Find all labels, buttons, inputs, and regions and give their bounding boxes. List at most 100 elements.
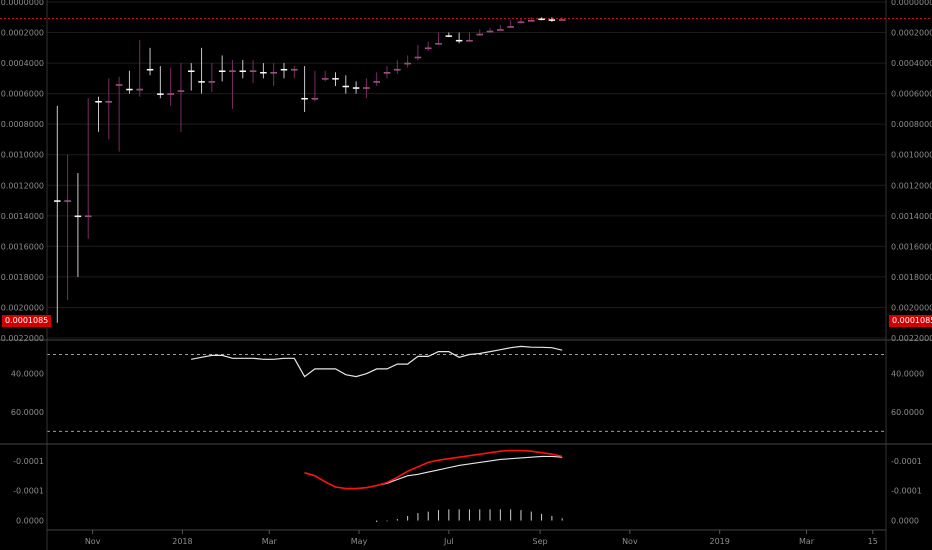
candle-body[interactable] xyxy=(363,87,370,89)
macd-pane[interactable] xyxy=(304,449,563,523)
candle-body[interactable] xyxy=(74,215,82,218)
grid-lines xyxy=(47,1,886,339)
price-tick-label: 0.0006000 xyxy=(1,90,44,99)
candle-body[interactable] xyxy=(167,93,174,95)
price-tick-label: 0.0002000 xyxy=(1,29,44,38)
candle-body[interactable] xyxy=(342,85,350,88)
candle-body[interactable] xyxy=(291,68,298,71)
candle-body[interactable] xyxy=(84,215,92,218)
price-tick-label: 0.0020000 xyxy=(891,303,932,312)
time-tick-label: Nov xyxy=(85,537,101,546)
rsi-tick-label: 40.0000 xyxy=(891,370,924,379)
time-tick-label: Mar xyxy=(799,537,815,546)
time-tick-label: May xyxy=(351,537,368,546)
candle-body[interactable] xyxy=(239,70,247,72)
candle-body[interactable] xyxy=(64,200,71,202)
candle-body[interactable] xyxy=(126,88,133,91)
candle-body[interactable] xyxy=(280,68,288,71)
candle-body[interactable] xyxy=(414,56,422,59)
price-tick-label: 0.0016000 xyxy=(1,242,44,251)
price-tick-label: 0.0010000 xyxy=(1,151,44,160)
price-tick-label: 0.0004000 xyxy=(891,59,932,68)
candle-body[interactable] xyxy=(517,21,525,24)
price-tick-label: 0.0014000 xyxy=(1,212,44,221)
candle-body[interactable] xyxy=(455,39,463,42)
price-tick-label: 0.0000000 xyxy=(891,0,932,7)
candle-body[interactable] xyxy=(466,39,473,42)
candle-body[interactable] xyxy=(435,42,442,45)
time-tick-label: Sep xyxy=(533,537,548,546)
price-tick-label: 0.0012000 xyxy=(1,181,44,190)
candle-body[interactable] xyxy=(548,19,556,21)
price-tick-label: 0.0018000 xyxy=(1,273,44,282)
candle-body[interactable] xyxy=(332,78,339,80)
rsi-tick-label: 40.0000 xyxy=(11,370,44,379)
signal-line[interactable] xyxy=(304,449,563,490)
time-tick-label: Jul xyxy=(443,537,454,546)
price-tick-label: 0.0002000 xyxy=(891,29,932,38)
candle-body[interactable] xyxy=(198,81,205,83)
macd-tick-label: -0.0001 xyxy=(891,457,922,466)
candle-body[interactable] xyxy=(157,93,164,95)
price-tick-label: 0.0016000 xyxy=(891,242,932,251)
candle-body[interactable] xyxy=(54,200,61,202)
candle-body[interactable] xyxy=(218,70,226,72)
price-tick-label: 0.0012000 xyxy=(891,181,932,190)
candle-body[interactable] xyxy=(136,88,143,91)
candle-body[interactable] xyxy=(208,81,216,83)
rsi-line[interactable] xyxy=(191,345,563,378)
candle-body[interactable] xyxy=(528,20,535,22)
price-tick-label: 0.0018000 xyxy=(891,273,932,282)
candle-body[interactable] xyxy=(187,70,195,72)
time-tick-label: 15 xyxy=(868,537,878,546)
time-tick-label: Nov xyxy=(622,537,638,546)
candle-body[interactable] xyxy=(105,101,113,103)
candle-body[interactable] xyxy=(95,101,102,103)
price-tag-right: 0.0001085 xyxy=(889,315,932,327)
candle-body[interactable] xyxy=(311,97,319,100)
rsi-tick-label: 60.0000 xyxy=(891,408,924,417)
candle-body[interactable] xyxy=(270,72,277,74)
candle-body[interactable] xyxy=(445,35,453,37)
time-tick-label: Mar xyxy=(262,537,278,546)
candle-body[interactable] xyxy=(394,68,401,71)
candle-body[interactable] xyxy=(497,29,504,31)
price-tag-left: 0.0001085 xyxy=(2,315,52,327)
candle-body[interactable] xyxy=(558,19,566,21)
price-tick-label: 0.0020000 xyxy=(1,303,44,312)
candle-body[interactable] xyxy=(424,47,432,50)
candle-body[interactable] xyxy=(404,62,411,65)
price-tick-label: 0.0022000 xyxy=(891,334,932,343)
candle-body[interactable] xyxy=(146,68,154,71)
rsi-pane[interactable] xyxy=(47,345,886,432)
price-pane[interactable] xyxy=(0,17,932,323)
price-tick-label: 0.0010000 xyxy=(891,151,932,160)
candle-body[interactable] xyxy=(301,97,308,100)
price-tick-label: 0.0008000 xyxy=(1,120,44,129)
time-tick-label: 2018 xyxy=(172,537,192,546)
time-tick-label: 2019 xyxy=(709,537,729,546)
price-tick-label: 0.0022000 xyxy=(1,334,44,343)
macd-tick-label: 0.0000 xyxy=(16,517,44,526)
candle-body[interactable] xyxy=(373,81,380,83)
candle-body[interactable] xyxy=(538,18,545,21)
candle-body[interactable] xyxy=(260,72,267,74)
candle-body[interactable] xyxy=(229,70,236,72)
macd-tick-label: 0.0000 xyxy=(891,517,919,526)
candle-body[interactable] xyxy=(115,84,123,86)
candle-body[interactable] xyxy=(476,33,483,36)
macd-tick-label: -0.0001 xyxy=(13,457,44,466)
price-tick-label: 0.0008000 xyxy=(891,120,932,129)
candle-body[interactable] xyxy=(507,26,514,28)
price-tick-label: 0.0000000 xyxy=(1,0,44,7)
candle-body[interactable] xyxy=(352,87,360,89)
candle-body[interactable] xyxy=(486,30,494,33)
candle-body[interactable] xyxy=(321,78,329,80)
candle-body[interactable] xyxy=(249,70,257,72)
candle-body[interactable] xyxy=(177,90,185,92)
candle-body[interactable] xyxy=(383,72,391,74)
rsi-tick-label: 60.0000 xyxy=(11,408,44,417)
